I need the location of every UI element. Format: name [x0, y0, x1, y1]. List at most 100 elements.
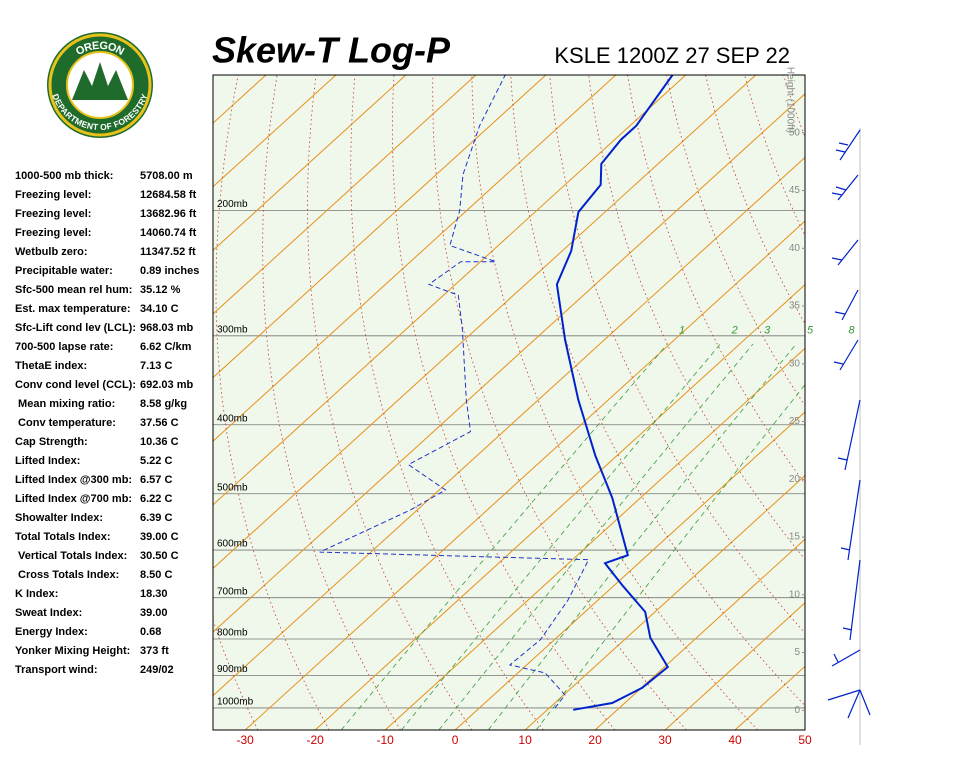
index-label: Mean mixing ratio: — [15, 398, 115, 410]
index-label: Wetbulb zero: — [15, 246, 88, 258]
indices-table: 1000-500 mb thick: 5708.00 m Freezing leve… — [15, 170, 199, 676]
index-label: Lifted Index: — [15, 455, 80, 467]
mixing-ratio-line — [487, 343, 797, 730]
wind-barb — [827, 689, 871, 719]
index-label: Sfc-Lift cond lev (LCL): — [15, 322, 136, 334]
wind-barb — [835, 129, 861, 161]
x-tick-label: -10 — [376, 733, 394, 747]
chart-subtitle: KSLE 1200Z 27 SEP 22 — [554, 43, 790, 68]
index-value: 373 ft — [140, 645, 169, 657]
isotherm — [213, 75, 407, 252]
dry-adiabat — [215, 75, 330, 730]
index-label: Sweat Index: — [15, 607, 82, 619]
index-label: 700-500 lapse rate: — [15, 341, 113, 353]
index-label: Transport wind: — [15, 664, 98, 676]
wind-barb — [837, 399, 861, 471]
height-tick-label: 45 — [789, 185, 801, 196]
index-value: 18.30 — [140, 588, 168, 600]
x-tick-label: 30 — [658, 733, 672, 747]
isotherm — [213, 93, 805, 633]
wind-barbs — [827, 128, 871, 745]
index-label: Freezing level: — [15, 189, 91, 201]
index-label: Freezing level: — [15, 227, 91, 239]
pressure-label: 200mb — [217, 199, 248, 210]
index-value: 10.36 C — [140, 436, 179, 448]
isotherm — [213, 75, 477, 315]
height-tick-label: 5 — [794, 647, 800, 658]
isotherm — [454, 411, 805, 730]
index-label: Showalter Index: — [15, 512, 103, 524]
wind-barb — [831, 239, 859, 266]
index-value: 0.68 — [140, 626, 161, 638]
dry-adiabat — [262, 75, 401, 730]
index-value: 12684.58 ft — [140, 189, 197, 201]
mixing-ratio-line — [438, 343, 754, 730]
isotherm — [524, 474, 805, 730]
mixing-ratio-label: 3 — [764, 325, 771, 337]
index-value: 13682.96 ft — [140, 208, 197, 220]
height-tick-label: 50 — [789, 127, 801, 138]
dry-adiabat — [350, 75, 544, 730]
dry-adiabat — [307, 75, 473, 730]
height-tick-label: 10 — [789, 589, 801, 600]
index-value: 6.57 C — [140, 474, 172, 486]
index-value: 692.03 mb — [140, 379, 193, 391]
index-label: ThetaE index: — [15, 360, 87, 372]
height-axis-label: Height (1000ft) — [784, 67, 795, 133]
isotherm — [213, 156, 805, 697]
index-label: Cap Strength: — [15, 436, 88, 448]
index-label: Total Totals Index: — [15, 531, 111, 543]
dry-adiabat — [391, 75, 616, 730]
plot-background — [213, 75, 805, 730]
x-tick-label: -20 — [306, 733, 324, 747]
pressure-label: 700mb — [217, 586, 248, 597]
index-value: 8.50 C — [140, 569, 172, 581]
plot — [213, 62, 960, 730]
x-tick-label: 20 — [588, 733, 602, 747]
height-tick-label: 0 — [794, 705, 800, 716]
pressure-label: 1000mb — [217, 697, 254, 708]
index-value: 6.62 C/km — [140, 341, 192, 353]
index-label: Precipitable water: — [15, 265, 113, 277]
mixing-ratio-label: 5 — [807, 325, 814, 337]
pressure-label: 400mb — [217, 413, 248, 424]
index-value: 39.00 C — [140, 531, 179, 543]
index-value: 0.89 inches — [140, 265, 199, 277]
wind-barb — [834, 289, 859, 321]
index-label: Energy Index: — [15, 626, 88, 638]
index-label: 1000-500 mb thick: — [15, 170, 113, 182]
index-label: Lifted Index @700 mb: — [15, 493, 132, 505]
isotherm — [804, 729, 805, 730]
index-value: 11347.52 ft — [140, 246, 196, 258]
index-value: 14060.74 ft — [140, 227, 197, 239]
mixing-ratio-line — [535, 384, 805, 730]
chart-title: Skew-T Log-P — [212, 30, 451, 71]
wind-barb — [833, 339, 859, 371]
mixing-ratio-line — [340, 343, 668, 730]
isotherm — [314, 284, 805, 730]
profile-line — [319, 75, 590, 709]
index-label: Conv cond level (CCL): — [15, 379, 136, 391]
isotherm — [213, 75, 547, 379]
height-tick-label: 20 — [789, 474, 801, 485]
isotherm — [213, 75, 617, 442]
index-value: 6.22 C — [140, 493, 172, 505]
index-value: 249/02 — [140, 664, 174, 676]
index-label: Yonker Mixing Height: — [15, 645, 130, 657]
dry-adiabat — [934, 62, 960, 730]
mixing-ratio-label: 8 — [848, 325, 855, 337]
index-label: Vertical Totals Index: — [15, 550, 127, 562]
mixing-ratio-line — [401, 343, 721, 730]
index-value: 30.50 C — [140, 550, 179, 562]
dry-adiabat — [588, 75, 805, 561]
height-tick-label: 30 — [789, 358, 801, 369]
index-value: 6.39 C — [140, 512, 172, 524]
index-value: 5.22 C — [140, 455, 172, 467]
isotherm — [213, 75, 757, 570]
isotherm — [244, 220, 805, 730]
plot-frame — [212, 74, 806, 731]
index-value: 968.03 mb — [140, 322, 193, 334]
logo-trees — [72, 62, 128, 100]
isotherm — [213, 75, 687, 506]
index-label: Est. max temperature: — [15, 303, 131, 315]
